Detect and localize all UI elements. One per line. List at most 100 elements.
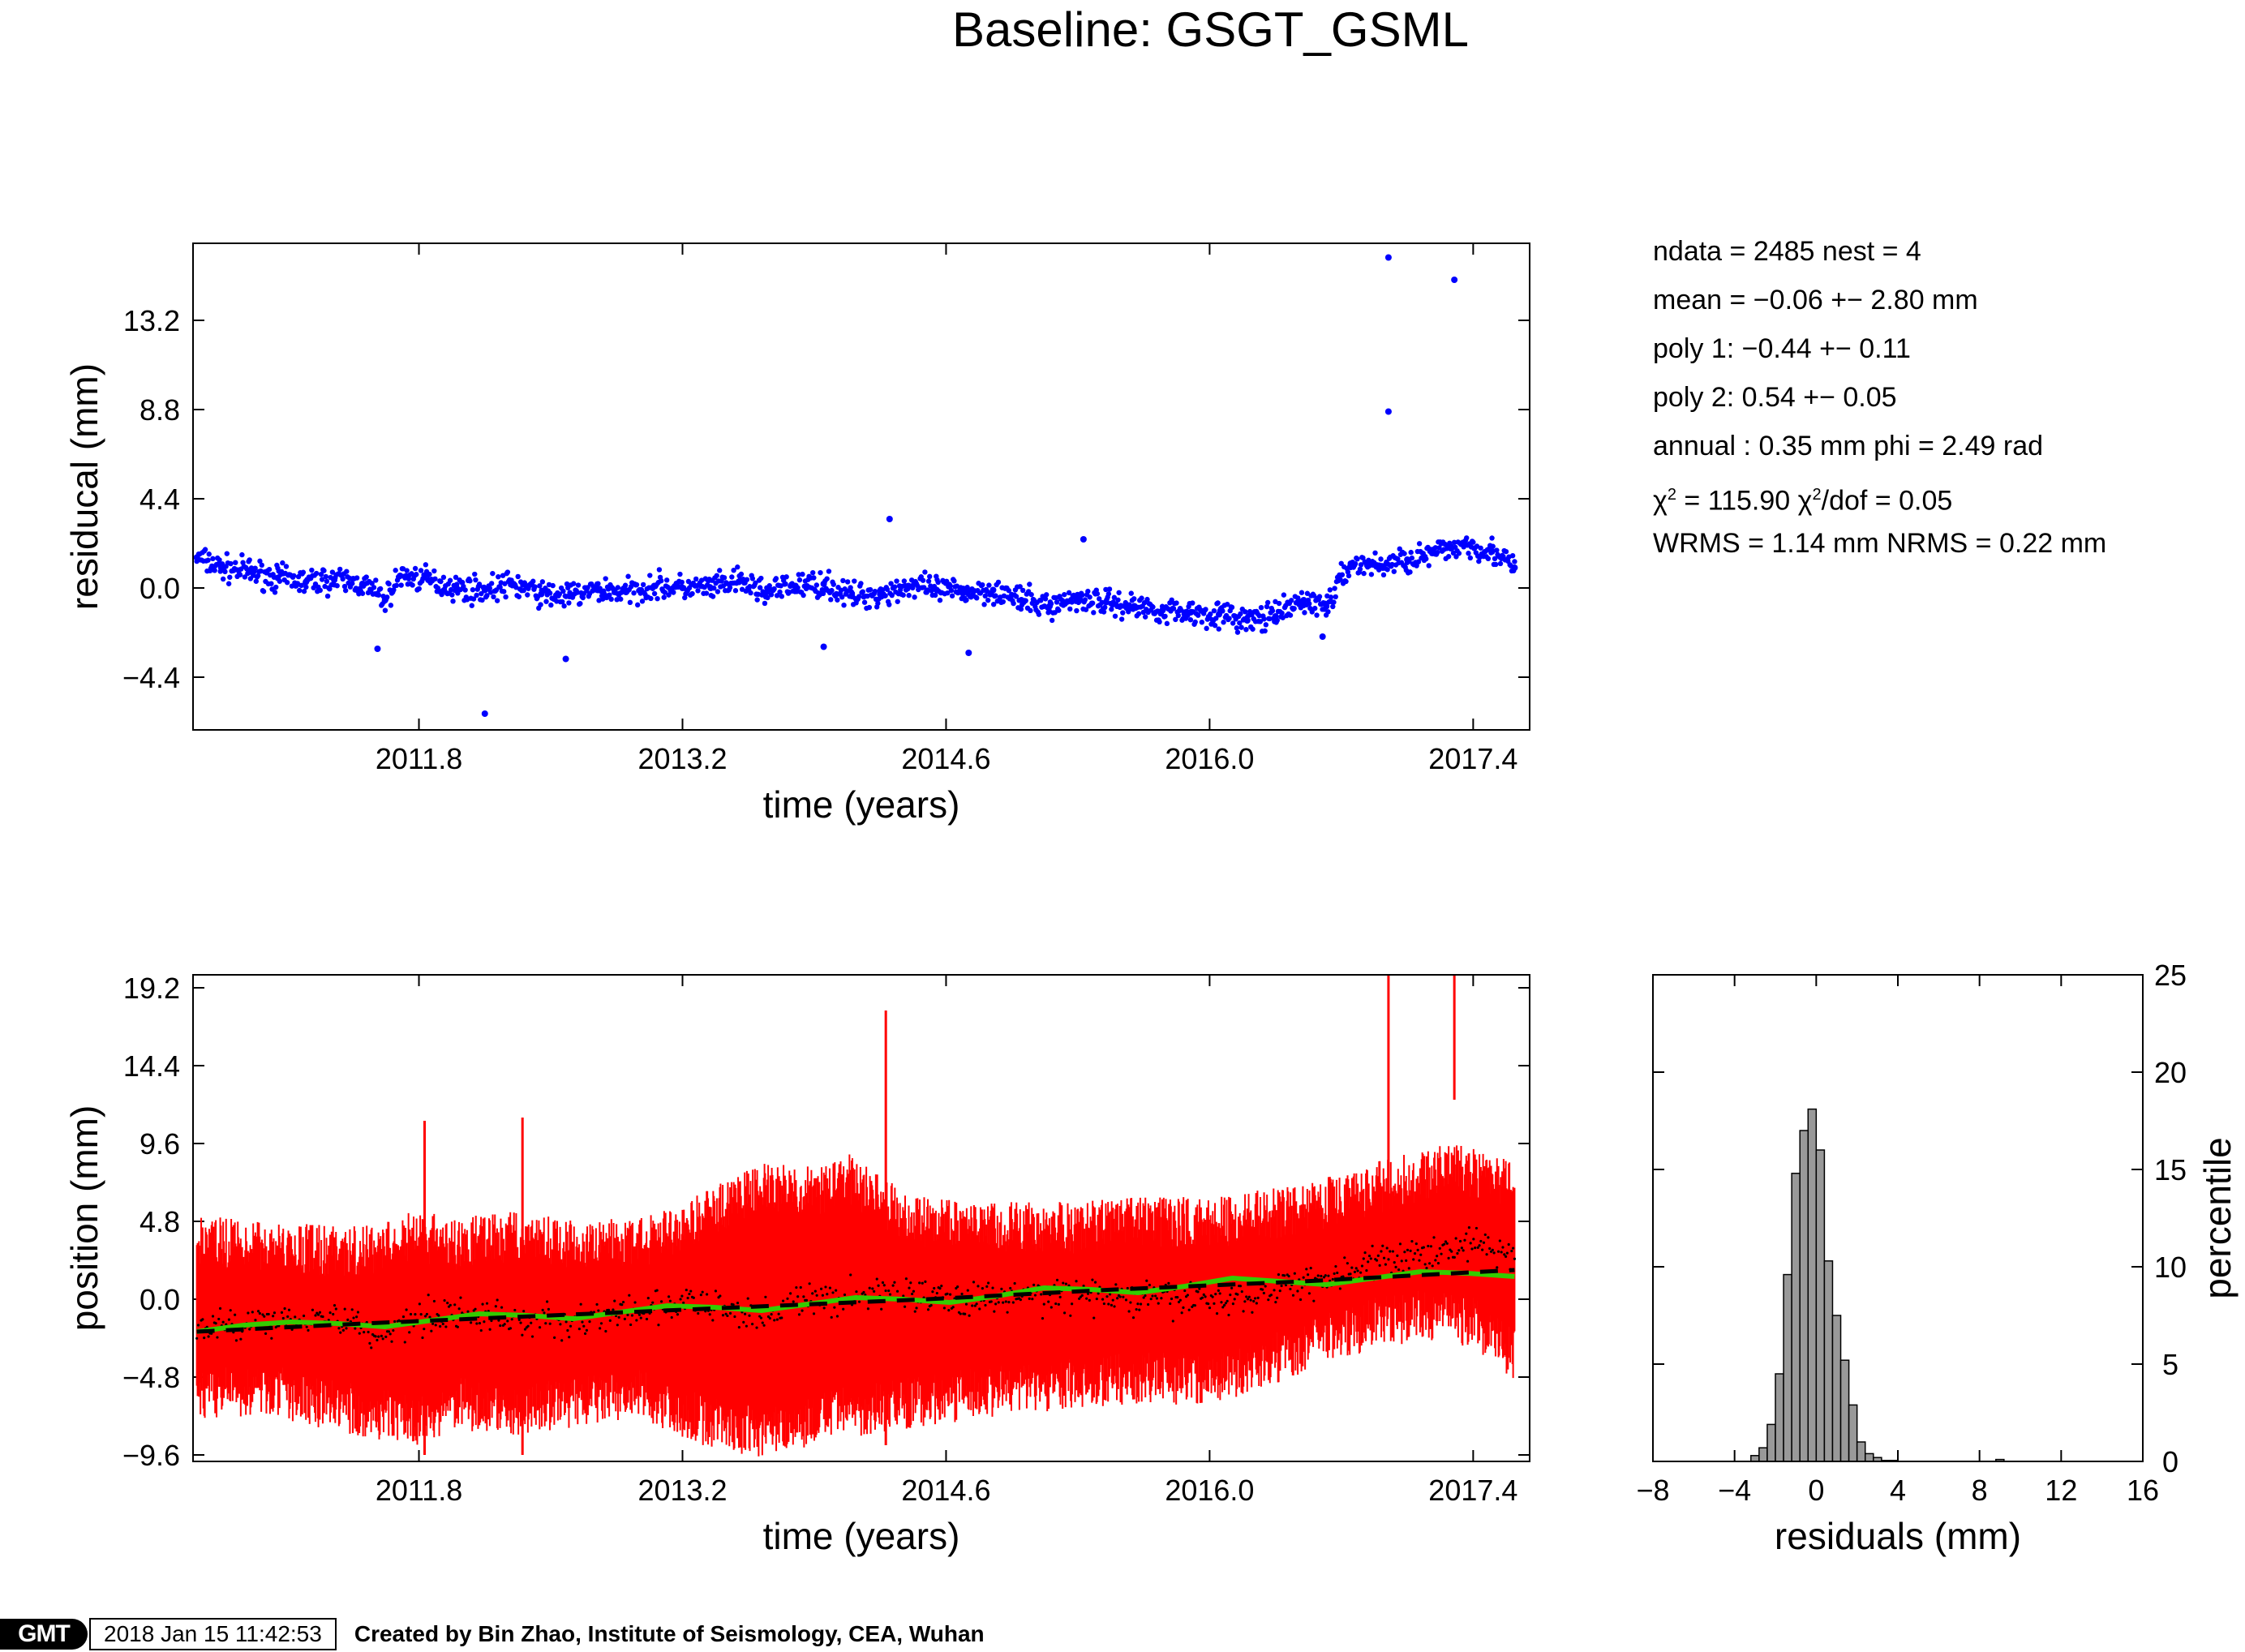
residual-point [503,594,509,600]
observation-point [1466,1259,1470,1263]
observation-point [538,1326,542,1329]
residual-point [1426,563,1432,569]
observation-point [1356,1269,1359,1272]
observation-point [685,1288,688,1292]
residual-point [398,582,404,588]
observation-point [968,1314,971,1317]
observation-point [521,1333,524,1337]
residual-point [990,601,997,607]
residual-point [677,571,683,577]
residual-point [1216,626,1221,632]
residual-point [783,581,788,587]
observation-point [1331,1277,1334,1281]
observation-point [337,1327,341,1330]
observation-point [1050,1306,1053,1309]
histogram-bar [1750,1455,1760,1462]
residual-point [679,579,685,586]
observation-point [796,1295,800,1298]
observation-point [317,1313,320,1316]
observation-point [248,1328,251,1331]
observation-point [354,1327,357,1330]
observation-point [1382,1256,1386,1259]
residual-point [779,594,785,599]
residual-point [321,568,327,573]
observation-point [418,1302,421,1306]
observation-point [799,1285,802,1289]
residual-point [284,580,290,586]
observation-point [1369,1257,1372,1260]
residual-outlier [1384,408,1392,415]
observation-point [1476,1246,1479,1249]
observation-point [430,1329,433,1332]
observation-point [1107,1302,1110,1306]
observation-point [768,1316,771,1320]
histogram-bar [1831,1315,1842,1462]
residual-point [1272,613,1279,620]
residual-point [1000,599,1006,605]
observation-point [1365,1268,1368,1272]
observation-point [972,1281,976,1284]
observation-point [628,1294,631,1297]
observation-point [530,1321,533,1324]
residual-point [490,570,496,577]
residual-point [1263,622,1269,628]
residual-point [661,594,667,600]
residual-point [1380,572,1387,578]
observation-point [1287,1274,1290,1278]
residual-point [662,590,668,595]
observation-point [942,1307,946,1310]
residual-point [470,586,476,593]
observation-point [1000,1287,1003,1290]
observation-point [1126,1286,1129,1290]
residual-point [1074,594,1081,602]
observation-point [1371,1244,1374,1247]
residual-point [829,587,835,594]
observation-point [1478,1244,1481,1247]
observation-point [978,1307,981,1311]
observation-point [1149,1298,1153,1301]
residual-point [861,599,868,605]
observation-point [1178,1298,1182,1302]
residual-point [566,600,572,606]
observation-point [1252,1299,1256,1303]
observation-point [414,1313,417,1316]
residual-point [525,592,530,598]
residual-point [470,596,477,602]
observation-point [1512,1247,1515,1250]
residual-point [342,587,349,594]
observation-point [201,1318,204,1321]
observation-point [343,1307,346,1311]
observation-point [444,1325,448,1328]
residual-point [371,585,377,590]
residual-point [875,600,881,607]
residual-xtick-label: 2013.2 [637,742,727,775]
histogram-ytick-label: 0 [2162,1445,2178,1478]
residual-point [453,585,460,591]
observation-point [287,1308,291,1311]
stat-rms: WRMS = 1.14 mm NRMS = 0.22 mm [1653,528,2107,559]
residual-point [484,593,490,599]
residual-point [497,584,503,590]
observation-point [405,1308,408,1311]
observation-point [1491,1248,1494,1251]
observation-point [577,1327,581,1331]
histogram-xtick-label: −8 [1636,1474,1669,1507]
observation-point [635,1319,638,1322]
observation-point [989,1300,993,1303]
observation-point [895,1289,899,1293]
observation-point [1280,1284,1283,1288]
observation-point [273,1311,277,1315]
observation-point [835,1315,839,1318]
residual-ytick-label: 8.8 [140,393,180,427]
residual-point [1327,587,1333,593]
observation-point [211,1315,215,1318]
residual-point [1489,535,1495,541]
observation-point [1472,1238,1475,1241]
residual-point [1175,612,1182,619]
observation-point [341,1328,345,1332]
observation-point [604,1329,607,1333]
observation-point [1409,1249,1412,1252]
observation-point [545,1300,549,1303]
histogram-frame [1652,974,2144,1462]
residual-point [925,578,932,584]
